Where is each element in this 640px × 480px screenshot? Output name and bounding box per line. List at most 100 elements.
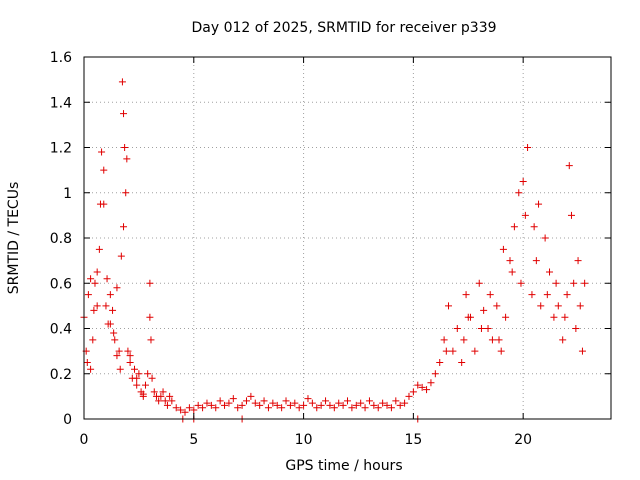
data-point <box>157 392 165 400</box>
data-point <box>365 397 373 405</box>
y-tick-label: 0.8 <box>50 231 72 247</box>
data-point <box>576 302 584 310</box>
data-point <box>110 329 118 337</box>
data-point <box>460 336 468 344</box>
x-tick-labels: 0 5 10 15 20 <box>80 432 533 448</box>
data-point <box>269 399 277 407</box>
data-point <box>225 399 233 407</box>
y-tick-labels: 0 0.2 0.4 0.6 0.8 1 1.2 1.4 1.6 <box>50 50 72 428</box>
data-point <box>194 401 202 409</box>
data-point <box>565 162 573 170</box>
data-point <box>264 404 272 412</box>
data-point <box>462 291 470 299</box>
data-point <box>510 223 518 231</box>
data-point <box>317 401 325 409</box>
data-point <box>118 78 126 86</box>
data-point <box>185 404 193 412</box>
data-point <box>561 313 569 321</box>
data-point <box>493 302 501 310</box>
data-point <box>488 336 496 344</box>
data-point <box>379 399 387 407</box>
data-point <box>352 401 360 409</box>
data-point <box>139 390 147 398</box>
data-point <box>563 291 571 299</box>
data-point <box>133 374 141 382</box>
data-point <box>150 388 158 396</box>
x-tick-label: 15 <box>404 432 422 448</box>
data-point <box>515 189 523 197</box>
data-point <box>550 313 558 321</box>
data-point <box>453 325 461 332</box>
y-tick-label: 1.2 <box>50 141 72 157</box>
data-point <box>273 401 281 409</box>
data-point <box>313 404 321 412</box>
data-point <box>161 397 169 405</box>
y-tick-label: 0.4 <box>50 322 72 338</box>
data-point <box>260 397 268 405</box>
data-point <box>486 291 494 299</box>
data-point <box>159 388 167 396</box>
data-point <box>464 313 472 321</box>
data-point <box>141 381 149 389</box>
data-point <box>144 370 152 378</box>
y-tick-label: 0 <box>63 412 72 428</box>
data-point <box>567 211 575 219</box>
data-point <box>133 381 141 389</box>
y-tick-label: 1.4 <box>50 95 72 111</box>
data-point <box>326 401 334 409</box>
data-point <box>291 399 299 407</box>
data-point <box>109 306 117 314</box>
x-tick-label: 20 <box>514 432 532 448</box>
data-point <box>216 397 224 405</box>
data-point <box>552 279 560 287</box>
data-point <box>98 148 106 156</box>
data-point <box>480 306 488 314</box>
data-point <box>535 200 543 208</box>
data-point <box>126 358 134 366</box>
data-point <box>93 268 101 276</box>
data-point <box>322 397 330 405</box>
data-point <box>508 268 516 276</box>
data-point <box>120 110 128 118</box>
data-point <box>361 404 369 412</box>
data-point <box>414 381 422 389</box>
plot-frame <box>83 56 612 420</box>
data-point <box>90 306 98 314</box>
data-point <box>396 401 404 409</box>
data-point <box>383 401 391 409</box>
data-point <box>207 401 215 409</box>
data-point <box>111 336 119 344</box>
data-point <box>91 279 99 287</box>
data-point <box>83 358 91 366</box>
data-point <box>121 144 129 151</box>
data-point <box>357 399 365 407</box>
data-point <box>374 404 382 412</box>
data-point <box>106 291 114 299</box>
data-point <box>123 155 131 163</box>
data-point <box>506 257 514 265</box>
data-point <box>524 144 532 151</box>
data-point <box>484 325 492 332</box>
data-point <box>203 399 211 407</box>
data-point <box>440 336 448 344</box>
data-point <box>95 245 103 253</box>
data-point <box>387 404 395 412</box>
data-point <box>427 379 435 387</box>
data-point <box>87 365 95 373</box>
data-point <box>570 279 578 287</box>
y-tick-label: 0.6 <box>50 276 72 292</box>
x-axis-label: GPS time / hours <box>285 458 402 474</box>
data-point <box>199 404 207 412</box>
data-point <box>115 347 123 355</box>
data-point <box>172 404 180 412</box>
chart-title: Day 012 of 2025, SRMTID for receiver p33… <box>191 20 496 36</box>
data-point <box>155 397 163 405</box>
data-point <box>256 401 264 409</box>
data-point <box>344 397 351 405</box>
data-point <box>103 275 111 283</box>
data-point <box>242 397 250 405</box>
data-point <box>418 383 426 391</box>
data-point <box>574 257 582 265</box>
data-point <box>401 399 409 407</box>
data-point <box>124 347 132 355</box>
